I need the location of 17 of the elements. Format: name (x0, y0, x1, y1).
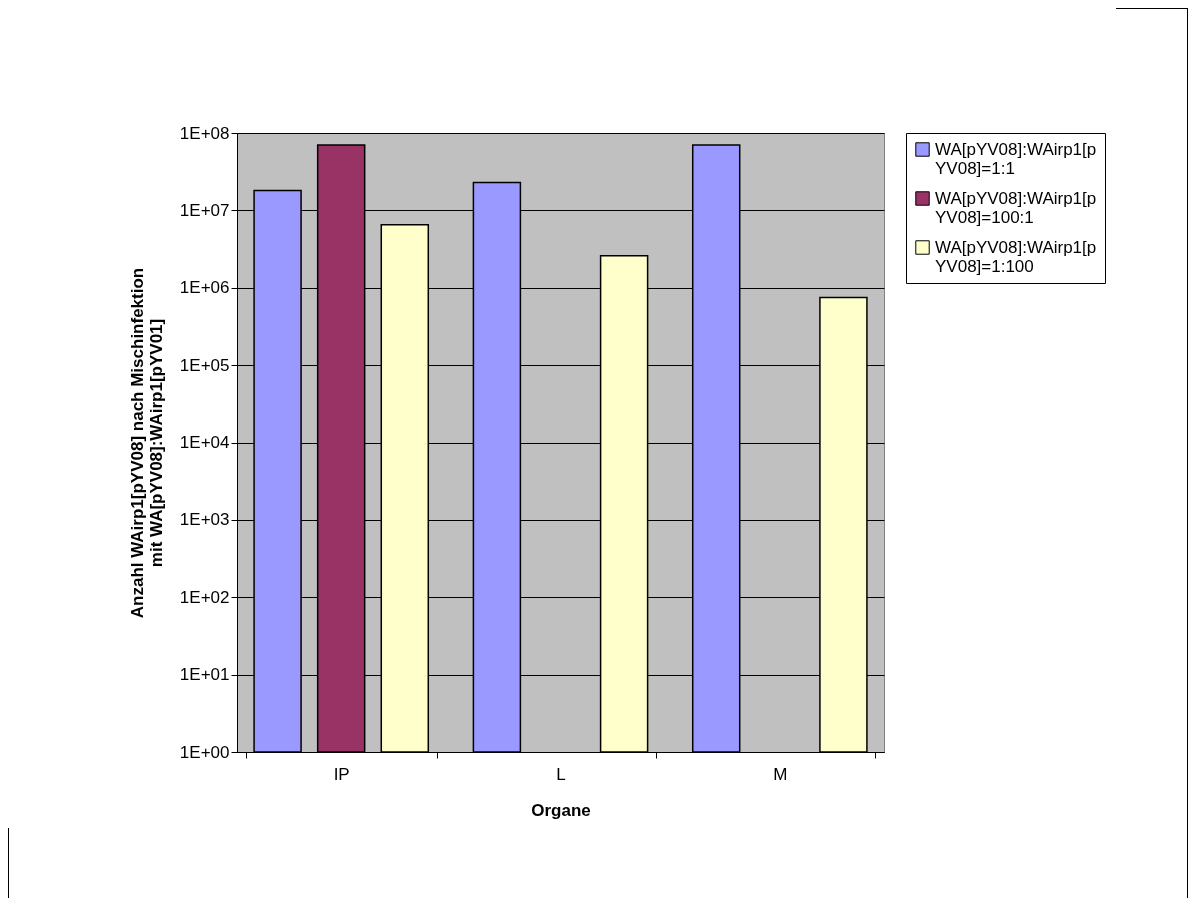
y-tick-label: 1E+01 (179, 665, 230, 685)
y-tick-label: 1E+04 (179, 433, 230, 452)
y-tick-label: 1E+05 (179, 355, 230, 375)
y-tick-label: 1E+06 (179, 278, 230, 298)
x-tick-label: IP (333, 764, 350, 784)
legend-label: WA[pYV08]:WAirp1[pYV08]=100:1 (935, 188, 1097, 227)
legend-label: WA[pYV08]:WAirp1[pYV08]=1:100 (935, 237, 1097, 276)
y-tick-label: 1E+02 (179, 587, 230, 607)
x-axis-title: Organe (531, 800, 591, 820)
y-axis-title: Anzahl WAirp1[pYV08] nach Mischinfektion mit WA[pYV08]:WAirp1[pYV01] (127, 267, 166, 619)
y-tick-label: 1E+08 (179, 123, 230, 143)
y-tick-label: 1E+03 (179, 510, 230, 530)
x-tick-label: M (773, 764, 788, 784)
y-tick-label: 1E+00 (179, 742, 230, 762)
x-tick-label: L (556, 764, 566, 784)
legend-label: WA[pYV08]:WAirp1[pYV08]=1:1 (935, 139, 1097, 178)
y-tick-label: 1E+07 (179, 200, 230, 220)
